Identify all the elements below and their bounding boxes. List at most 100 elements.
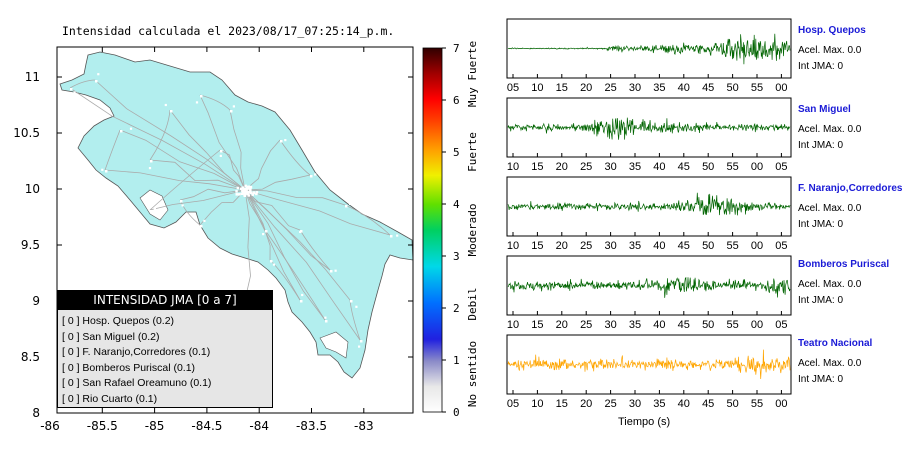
- legend-header: INTENSIDAD JMA [0 a 7]: [58, 291, 272, 310]
- station-intensity: Int JMA: 0: [798, 295, 844, 306]
- waveform-tick-label: 05: [507, 398, 519, 410]
- dulce-gulf: [319, 331, 349, 359]
- map-y-tick-label: 9: [32, 294, 40, 308]
- waveform-tick-label: 25: [604, 82, 616, 94]
- waveform-tick-label: 05: [775, 161, 787, 173]
- waveform-tick-label: 15: [556, 398, 568, 410]
- waveform-tick-label: 00: [775, 398, 787, 410]
- map-y-tick-label: 9.5: [21, 238, 40, 252]
- waveform-tick-label: 35: [629, 319, 641, 331]
- scale-category-label: No sentido: [466, 341, 479, 407]
- map-title: Intensidad calculada el 2023/08/17_07:25…: [62, 24, 395, 38]
- waveform-trace: [507, 349, 791, 380]
- map-x-tick-label: -83.5: [296, 419, 327, 433]
- scale-category-label: Fuerte: [466, 132, 479, 172]
- station-intensity: Int JMA: 0: [798, 61, 844, 72]
- waveform-tick-label: 55: [751, 82, 763, 94]
- map-x-tick-label: -85.5: [87, 419, 118, 433]
- seismic-stations: [70, 73, 399, 348]
- station-teatro-nacional[interactable]: Teatro Nacional Acel. Max. 0.0 Int JMA: …: [798, 338, 872, 385]
- waveform-tick-label: 25: [580, 161, 592, 173]
- map-x-tick-label: -86: [40, 419, 60, 433]
- waveform-tick-label: 00: [751, 319, 763, 331]
- waveform-tick-label: 20: [556, 319, 568, 331]
- waveform-trace: [507, 192, 791, 216]
- waveform-tick-label: 30: [604, 161, 616, 173]
- waveform-tick-label: 55: [726, 240, 738, 252]
- station-accel: Acel. Max. 0.0: [798, 124, 862, 135]
- waveform-tick-label: 00: [751, 240, 763, 252]
- waveform-tick-label: 50: [702, 240, 714, 252]
- map-x-tick-label: -83: [354, 419, 374, 433]
- waveform-tick-label: 25: [580, 240, 592, 252]
- map-y-axis: 11 10.5 10 9.5 9 8.5 8: [13, 70, 413, 420]
- station-name[interactable]: Teatro Nacional: [798, 338, 873, 349]
- waveform-panel: 10 15 20 25 30 35 40 45 50 55 00 05: [506, 176, 792, 252]
- waveform-tick-label: 40: [653, 240, 665, 252]
- map-y-tick-label: 11: [25, 70, 40, 84]
- waveform-panel: 05 10 15 20 25 30 35 40 45 50 55 00: [506, 334, 792, 410]
- waveform-tick-label: 30: [604, 240, 616, 252]
- waveform-tick-label: 55: [726, 161, 738, 173]
- waveform-tick-label: 10: [507, 161, 519, 173]
- waveform-tick-label: 45: [702, 82, 714, 94]
- map-y-tick-label: 8: [32, 406, 40, 420]
- waveform-trace: [507, 276, 791, 298]
- waveform-tick-label: 10: [507, 240, 519, 252]
- waveform-tick-label: 55: [726, 319, 738, 331]
- waveform-tick-label: 20: [556, 240, 568, 252]
- waveform-tick-label: 20: [580, 82, 592, 94]
- waveform-tick-label: 15: [531, 240, 543, 252]
- road-network: [69, 79, 391, 341]
- legend-item[interactable]: [ 0 ] Hosp. Quepos (0.2): [62, 315, 175, 327]
- station-f-naranjo-corredores[interactable]: F. Naranjo,Corredores Acel. Max. 0.0 Int…: [798, 183, 902, 230]
- station-name[interactable]: Bomberos Puriscal: [798, 259, 890, 270]
- waveform-tick-label: 10: [531, 82, 543, 94]
- waveform-tick-label: 35: [653, 82, 665, 94]
- station-accel: Acel. Max. 0.0: [798, 358, 862, 369]
- legend-item[interactable]: [ 0 ] San Rafael Oreamuno (0.1): [62, 377, 212, 389]
- station-name[interactable]: San Miguel: [798, 104, 851, 115]
- waveform-panel: 10 15 20 25 30 35 40 45 50 55 00 05: [506, 97, 792, 173]
- waveform-tick-label: 40: [678, 82, 690, 94]
- waveform-tick-label: 25: [580, 319, 592, 331]
- station-name[interactable]: F. Naranjo,Corredores: [798, 183, 903, 194]
- station-san-miguel[interactable]: San Miguel Acel. Max. 0.0 Int JMA: 0: [798, 104, 861, 151]
- waveform-tick-label: 20: [580, 398, 592, 410]
- waveform-tick-label: 05: [775, 240, 787, 252]
- scale-tick-label: 2: [453, 302, 460, 315]
- waveform-tick-label: 40: [678, 398, 690, 410]
- waveform-tick-label: 35: [653, 398, 665, 410]
- waveform-tick-label: 30: [604, 319, 616, 331]
- station-bomberos-puriscal[interactable]: Bomberos Puriscal Acel. Max. 0.0 Int JMA…: [798, 259, 889, 306]
- waveform-panel: 10 15 20 25 30 35 40 45 50 55 00 05: [506, 255, 792, 331]
- legend-item[interactable]: [ 0 ] F. Naranjo,Corredores (0.1): [62, 346, 211, 358]
- legend-item[interactable]: [ 0 ] Bomberos Puriscal (0.1): [62, 361, 196, 374]
- map-x-tick-label: -84.5: [191, 419, 222, 433]
- waveform-trace: [507, 33, 791, 65]
- waveform-tick-label: 30: [629, 82, 641, 94]
- waveform-tick-label: 00: [775, 82, 787, 94]
- waveform-tick-label: 45: [678, 240, 690, 252]
- waveform-tick-label: 15: [531, 319, 543, 331]
- waveform-tick-label: 55: [751, 398, 763, 410]
- waveform-tick-label: 05: [775, 319, 787, 331]
- map-y-tick-label: 10.5: [13, 126, 40, 140]
- station-accel: Acel. Max. 0.0: [798, 45, 862, 56]
- station-hosp-quepos[interactable]: Hosp. Quepos Acel. Max. 0.0 Int JMA: 0: [798, 25, 866, 72]
- scale-bar: [422, 47, 443, 413]
- waveform-tick-label: 10: [507, 319, 519, 331]
- map-x-tick-label: -85: [145, 419, 165, 433]
- legend-item[interactable]: [ 0 ] San Miguel (0.2): [62, 330, 160, 343]
- waveform-tick-label: 35: [629, 161, 641, 173]
- scale-tick-label: 7: [453, 42, 460, 55]
- map-y-tick-label: 8.5: [21, 350, 40, 364]
- scale-category-label: Moderado: [466, 204, 479, 257]
- station-name[interactable]: Hosp. Quepos: [798, 25, 866, 36]
- map-frame: [56, 46, 414, 414]
- waveform-tick-label: 45: [678, 161, 690, 173]
- legend-item[interactable]: [ 0 ] Rio Cuarto (0.1): [62, 392, 158, 405]
- station-intensity: Int JMA: 0: [798, 140, 844, 151]
- waveform-tick-label: 40: [653, 319, 665, 331]
